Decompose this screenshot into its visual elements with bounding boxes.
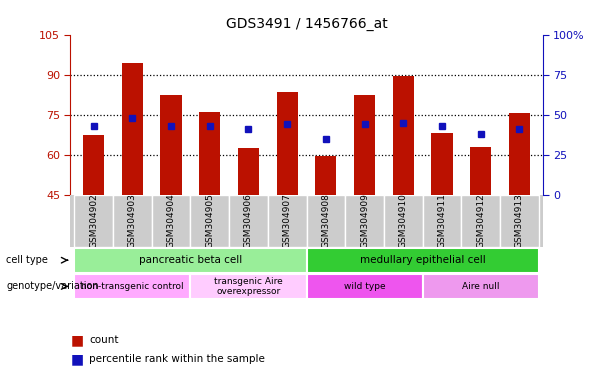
Bar [354, 94, 375, 195]
Bar [422, 274, 539, 299]
Text: GSM304905: GSM304905 [205, 194, 215, 248]
Title: GDS3491 / 1456766_at: GDS3491 / 1456766_at [226, 17, 387, 31]
Text: GSM304908: GSM304908 [321, 194, 330, 248]
Bar [276, 92, 298, 195]
Text: ■: ■ [70, 333, 83, 347]
Bar [113, 195, 152, 247]
Bar [122, 63, 143, 195]
Bar [199, 112, 221, 195]
Bar [470, 147, 491, 195]
Bar [461, 195, 500, 247]
Text: wild type: wild type [344, 282, 386, 291]
Text: GSM304913: GSM304913 [515, 194, 524, 248]
Text: GSM304910: GSM304910 [398, 194, 408, 248]
Bar [500, 195, 539, 247]
Bar [74, 274, 191, 299]
Bar [306, 248, 539, 273]
Text: GSM304902: GSM304902 [89, 194, 98, 248]
Text: genotype/variation: genotype/variation [6, 281, 99, 291]
Text: GSM304906: GSM304906 [244, 194, 253, 248]
Text: ■: ■ [70, 352, 83, 366]
Bar [191, 195, 229, 247]
Bar [74, 195, 113, 247]
Text: GSM304907: GSM304907 [283, 194, 292, 248]
Bar [152, 195, 191, 247]
Bar [345, 195, 384, 247]
Bar [268, 195, 306, 247]
Text: transgenic Aire
overexpressor: transgenic Aire overexpressor [214, 277, 283, 296]
Text: GSM304911: GSM304911 [438, 194, 446, 248]
Text: Aire null: Aire null [462, 282, 500, 291]
Bar [306, 274, 422, 299]
Bar [384, 195, 422, 247]
Text: GSM304909: GSM304909 [360, 194, 369, 248]
Bar [191, 274, 306, 299]
Text: count: count [89, 335, 118, 345]
Text: pancreatic beta cell: pancreatic beta cell [139, 255, 242, 265]
Bar [238, 148, 259, 195]
Text: percentile rank within the sample: percentile rank within the sample [89, 354, 265, 364]
Bar [422, 195, 461, 247]
Text: GSM304912: GSM304912 [476, 194, 485, 248]
Bar [315, 156, 337, 195]
Text: GSM304903: GSM304903 [128, 194, 137, 248]
Bar [83, 135, 104, 195]
Bar [432, 133, 452, 195]
Bar [392, 76, 414, 195]
Text: non-transgenic control: non-transgenic control [81, 282, 184, 291]
Bar [229, 195, 268, 247]
Text: GSM304904: GSM304904 [167, 194, 175, 248]
Text: cell type: cell type [6, 255, 48, 265]
Bar [74, 248, 306, 273]
Bar [509, 113, 530, 195]
Text: medullary epithelial cell: medullary epithelial cell [360, 255, 485, 265]
Bar [306, 195, 345, 247]
Bar [161, 94, 181, 195]
